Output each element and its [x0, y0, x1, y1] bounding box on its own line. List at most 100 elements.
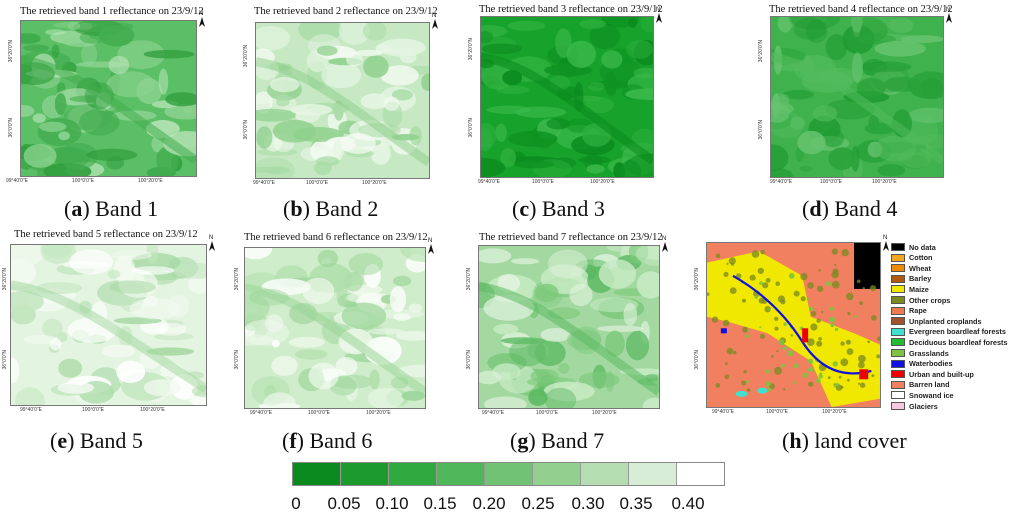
legend-label: Waterbodies: [909, 359, 953, 369]
reflectance-patch: [498, 274, 508, 283]
grassland-patch: [767, 387, 772, 392]
reflectance-patch: [805, 19, 828, 43]
grassland-patch: [787, 350, 794, 357]
other-crops-patch: [845, 339, 851, 345]
band1-letter: a: [71, 196, 83, 221]
legend-item: Maize: [891, 284, 929, 294]
reflectance-patch: [771, 168, 793, 177]
reflectance-patch: [21, 33, 41, 44]
reflectance-patch: [771, 144, 789, 172]
band2-caption: (b) Band 2: [283, 196, 379, 221]
band6-lat-tick: 36°20'0"N: [234, 268, 240, 291]
reflectance-patch: [479, 370, 501, 385]
band4-lon-tick: 99°40'0"E: [770, 179, 792, 185]
colorbar-tick-label: 0.20: [472, 494, 506, 513]
grassland-patch: [832, 361, 838, 367]
other-crops-patch: [757, 267, 764, 275]
valley-band: [771, 52, 943, 165]
other-crops-patch: [715, 383, 721, 388]
reflectance-patch: [551, 157, 577, 169]
band5-lat-tick: 36°0'0"N: [2, 350, 8, 370]
other-crops-patch: [810, 311, 817, 317]
other-crops-patch: [800, 272, 808, 281]
legend-label: Wheat: [909, 263, 931, 273]
band1-lon-tick: 100°0'0"E: [72, 178, 94, 184]
reflectance-patch: [57, 332, 68, 342]
reflectance-patch: [257, 148, 298, 156]
legend-swatch: [891, 327, 905, 336]
reflectance-patch: [790, 116, 805, 130]
reflectance-patch: [623, 303, 638, 326]
other-crops-patch: [774, 316, 779, 321]
other-crops-patch: [857, 382, 861, 385]
reflectance-patch: [493, 323, 519, 335]
colorbar-segment: [485, 463, 533, 485]
reflectance-patch: [635, 246, 659, 266]
reflectance-patch: [354, 49, 383, 57]
band6-lon-tick: 99°40'0"E: [250, 410, 272, 416]
other-crops-patch: [838, 375, 842, 379]
grassland-patch: [768, 308, 771, 311]
band2-map: [255, 22, 430, 179]
legend-swatch: [891, 243, 905, 251]
other-crops-patch: [800, 296, 806, 302]
other-crops-patch: [846, 292, 854, 301]
other-crops-patch: [749, 274, 756, 281]
reflectance-patch: [288, 336, 326, 348]
reflectance-patch: [626, 39, 653, 59]
reflectance-patch: [256, 91, 273, 114]
band4-lon-tick: 100°20'0"E: [872, 179, 897, 185]
legend-label: Snowand ice: [909, 390, 954, 400]
band3-map: [480, 16, 654, 178]
band6-title: The retrieved band 6 reflectance on 23/9…: [244, 232, 428, 243]
grassland-patch: [793, 363, 799, 369]
valley-band: [256, 57, 429, 167]
other-crops-patch: [858, 361, 865, 369]
reflectance-patch: [584, 97, 614, 114]
other-crops-patch: [764, 306, 771, 313]
reflectance-patch: [245, 293, 270, 322]
grassland-patch: [747, 329, 750, 332]
other-crops-patch: [725, 362, 728, 365]
other-crops-patch: [726, 347, 734, 355]
legend-item: Cotton: [891, 253, 933, 263]
reflectance-patch: [341, 302, 387, 330]
reflectance-patch: [271, 355, 298, 376]
other-crops-patch: [758, 297, 765, 304]
reflectance-patch: [578, 156, 611, 164]
legend-label: Cotton: [909, 253, 933, 263]
other-crops-patch: [746, 388, 751, 392]
colorbar-tick-label: 0.40: [671, 494, 705, 513]
band7-lon-tick: 100°20'0"E: [592, 410, 617, 416]
valley-band: [245, 283, 425, 396]
band5-lon-tick: 100°0'0"E: [82, 407, 104, 413]
reflectance-patch: [500, 148, 516, 168]
grassland-patch: [833, 384, 836, 388]
reflectance-patch: [272, 119, 317, 143]
band6-lon-tick: 100°20'0"E: [366, 410, 391, 416]
legend-label: Grasslands: [909, 348, 949, 358]
reflectance-patch: [165, 92, 196, 107]
reflectance-patch: [628, 17, 638, 28]
reflectance-patch: [779, 94, 790, 107]
grassland-patch: [834, 327, 839, 331]
grassland-patch: [809, 306, 815, 311]
band2-lon-tick: 100°20'0"E: [362, 180, 387, 186]
other-crops-patch: [834, 263, 837, 266]
reflectance-patch: [828, 147, 855, 171]
legend-item: Waterbodies: [891, 359, 953, 369]
reflectance-patch: [109, 280, 156, 294]
reflectance-patch: [400, 51, 417, 64]
band7-caption: (g) Band 7: [510, 428, 605, 453]
legend-swatch: [891, 391, 905, 400]
band1-north-arrow-icon: N: [197, 11, 207, 28]
urban-area: [859, 369, 869, 380]
colorbar-tick-label: 0.05: [327, 494, 361, 513]
band6-letter: f: [289, 428, 297, 453]
reflectance-patch: [348, 253, 384, 276]
reflectance-patch: [822, 128, 845, 148]
other-crops-patch: [728, 257, 736, 265]
reflectance-patch: [363, 55, 389, 78]
legend-label: No data: [909, 242, 936, 252]
other-crops-patch: [715, 253, 721, 259]
